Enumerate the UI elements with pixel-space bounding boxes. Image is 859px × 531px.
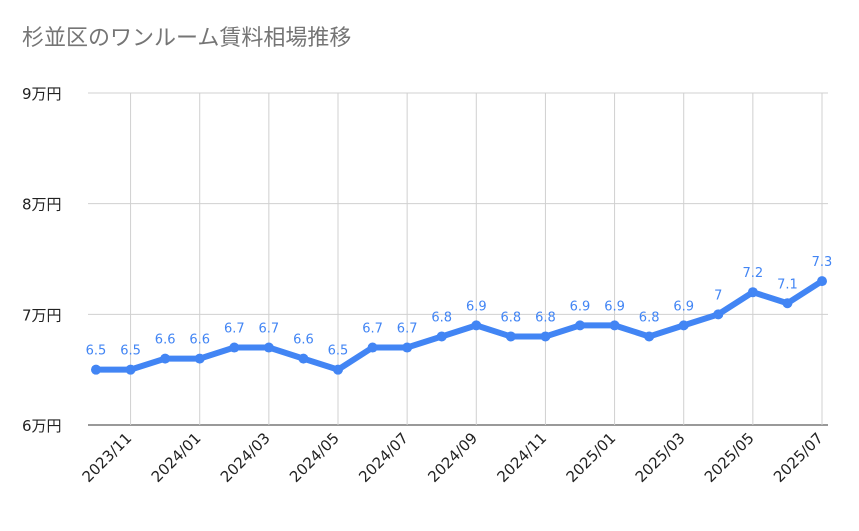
data-point	[471, 320, 482, 331]
data-label: 6.8	[535, 310, 556, 325]
x-tick-label: 2024/09	[424, 429, 481, 486]
data-point	[505, 331, 516, 342]
series-line	[93, 278, 825, 373]
grid-layer	[88, 92, 828, 426]
x-tick-label: 2023/11	[79, 429, 136, 486]
data-point	[263, 342, 274, 353]
data-point	[782, 298, 793, 309]
data-label: 7.3	[812, 255, 833, 270]
data-label: 6.7	[224, 322, 245, 337]
label-layer: 6.5 6.5 6.6 6.6 6.7 6.7 6.6 6.5 6.7 6.7 6.8 6.9 6.8 6…	[86, 255, 833, 359]
series-layer	[91, 276, 827, 375]
data-label: 6.8	[431, 310, 452, 325]
data-point	[678, 320, 689, 331]
data-point	[817, 276, 827, 287]
data-point	[333, 364, 343, 375]
data-label: 7.1	[777, 277, 798, 292]
x-tick-label: 2025/03	[632, 429, 689, 486]
data-point	[194, 353, 205, 364]
data-point	[125, 364, 136, 375]
x-tick-label: 2025/01	[563, 429, 620, 486]
data-point	[747, 287, 758, 298]
data-label: 6.6	[189, 333, 210, 348]
data-point	[609, 320, 620, 331]
data-point	[644, 331, 655, 342]
data-label: 6.7	[362, 322, 383, 337]
data-point	[436, 331, 447, 342]
data-label: 6.6	[293, 333, 314, 348]
y-tick-label: 6万円	[22, 417, 62, 435]
data-label: 6.9	[673, 299, 694, 314]
data-label: 6.8	[639, 310, 660, 325]
axis-layer: 6万円 7万円 8万円 9万円 2023/11 2024/01 2024/03 2024/05…	[22, 85, 827, 486]
x-tick-label: 2024/03	[217, 429, 274, 486]
x-tick-label: 2025/05	[701, 429, 758, 486]
data-point	[298, 353, 309, 364]
chart-title: 杉並区のワンルーム賃料相場推移	[22, 26, 352, 51]
y-tick-label: 8万円	[22, 196, 62, 214]
data-label: 6.9	[466, 299, 487, 314]
data-point	[575, 320, 585, 331]
data-label: 6.6	[155, 333, 176, 348]
data-label: 7	[714, 288, 722, 303]
x-tick-label: 2024/01	[148, 429, 205, 486]
data-point	[229, 342, 240, 353]
data-point	[402, 342, 413, 353]
data-label: 6.8	[501, 310, 522, 325]
x-tick-label: 2024/07	[355, 429, 412, 486]
data-point	[367, 342, 378, 353]
data-point	[713, 309, 724, 320]
y-tick-label: 9万円	[22, 85, 62, 103]
data-label: 6.7	[259, 322, 280, 337]
x-tick-label: 2024/05	[286, 429, 343, 486]
data-label: 6.5	[328, 344, 349, 359]
y-tick-label: 7万円	[22, 306, 62, 324]
data-point	[160, 353, 171, 364]
data-label: 6.9	[604, 299, 625, 314]
data-point	[91, 364, 101, 375]
data-label: 7.2	[743, 266, 764, 281]
data-label: 6.9	[570, 299, 591, 314]
x-tick-label: 2024/11	[493, 429, 550, 486]
data-label: 6.5	[120, 344, 141, 359]
data-label: 6.5	[86, 344, 107, 359]
x-tick-label: 2025/07	[770, 429, 827, 486]
data-point	[540, 331, 551, 342]
data-label: 6.7	[397, 322, 418, 337]
